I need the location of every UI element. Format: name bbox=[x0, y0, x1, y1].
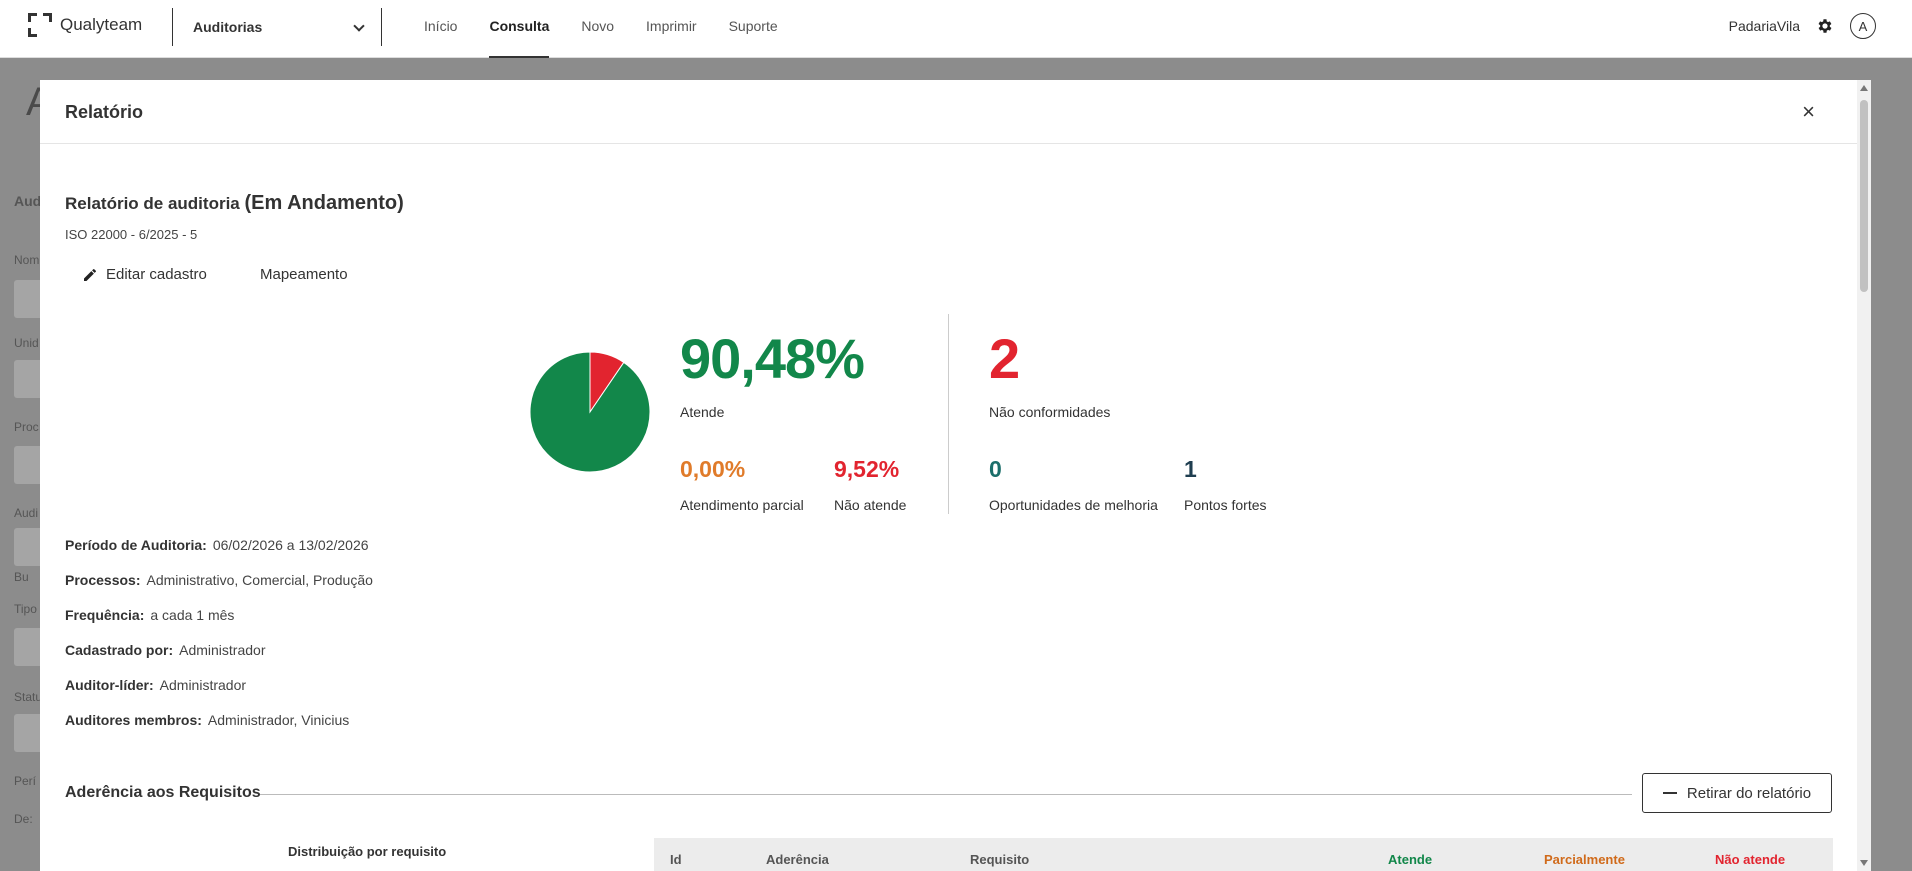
remove-from-report-button[interactable]: Retirar do relatório bbox=[1642, 773, 1832, 813]
remove-from-report-label: Retirar do relatório bbox=[1686, 784, 1812, 802]
info-registered-by: Cadastrado por: Administrador bbox=[65, 642, 266, 658]
close-icon[interactable]: × bbox=[1802, 99, 1815, 124]
info-audit-period: Período de Auditoria: 06/02/2026 a 13/02/… bbox=[65, 537, 369, 553]
background-input bbox=[14, 528, 44, 566]
background-label: Proc bbox=[14, 420, 39, 434]
modal-scrollbar[interactable] bbox=[1857, 80, 1871, 871]
section-divider bbox=[260, 794, 1632, 795]
background-label: Tipo bbox=[14, 602, 37, 616]
report-subtitle: ISO 22000 - 6/2025 - 5 bbox=[65, 227, 198, 242]
nav-link-consulta[interactable]: Consulta bbox=[473, 0, 565, 58]
column-header-atende[interactable]: Atende bbox=[1388, 852, 1433, 867]
nonconformities-count: 2 bbox=[989, 327, 1021, 390]
distribution-title: Distribuição por requisito bbox=[288, 844, 447, 859]
background-input bbox=[14, 280, 44, 318]
nav-link-novo[interactable]: Novo bbox=[581, 18, 615, 34]
parcial-percentage: 0,00% bbox=[680, 456, 746, 482]
report-status: (Em Andamento) bbox=[244, 192, 404, 214]
info-processes: Processos: Administrativo, Comercial, Pro… bbox=[65, 572, 373, 588]
pie-slice-atende bbox=[529, 351, 651, 473]
stats-divider bbox=[948, 314, 949, 514]
requirements-table-header: Id Aderência Requisito Atende Parcialmen… bbox=[654, 838, 1833, 871]
atende-percentage: 90,48% bbox=[680, 327, 865, 390]
strengths-count: 1 bbox=[1184, 456, 1197, 482]
info-lead-auditor: Auditor-líder: Administrador bbox=[65, 677, 247, 693]
improvement-count: 0 bbox=[989, 456, 1002, 482]
background-label: Statu bbox=[14, 690, 43, 704]
logo[interactable]: Qualyteam bbox=[28, 12, 142, 38]
module-selector-label: Auditorias bbox=[193, 19, 263, 35]
edit-registration-button[interactable]: Editar cadastro bbox=[82, 266, 207, 283]
strengths-label: Pontos fortes bbox=[1184, 497, 1267, 513]
nav-link-suporte[interactable]: Suporte bbox=[728, 18, 778, 34]
column-header-aderencia[interactable]: Aderência bbox=[766, 852, 829, 867]
background-label: Unid bbox=[14, 336, 39, 350]
background-input bbox=[14, 446, 44, 484]
column-header-requisito[interactable]: Requisito bbox=[970, 852, 1030, 867]
logo-text: Qualyteam bbox=[60, 15, 143, 34]
company-name[interactable]: PadariaVila bbox=[1728, 18, 1800, 34]
scroll-up-icon[interactable] bbox=[1860, 85, 1868, 91]
scroll-down-icon[interactable] bbox=[1860, 860, 1868, 866]
background-page: A Aud Nom Unid Proc Audi Bu Tipo Statu P… bbox=[0, 58, 1912, 871]
atende-label: Atende bbox=[680, 404, 725, 420]
nav-right: PadariaVila A bbox=[1729, 0, 1876, 52]
background-input bbox=[14, 360, 44, 398]
logo-icon bbox=[28, 13, 52, 37]
scrollbar-thumb[interactable] bbox=[1860, 100, 1868, 292]
report-title-text: Relatório de auditoria bbox=[65, 194, 240, 213]
module-selector[interactable]: Auditorias bbox=[172, 8, 382, 46]
background-label: Aud bbox=[14, 193, 42, 209]
mapping-button[interactable]: Mapeamento bbox=[260, 266, 348, 283]
gear-icon[interactable] bbox=[1814, 15, 1836, 37]
edit-registration-label: Editar cadastro bbox=[106, 266, 207, 283]
parcial-label: Atendimento parcial bbox=[680, 497, 804, 513]
nav-link-inicio[interactable]: Início bbox=[424, 18, 458, 34]
background-input bbox=[14, 628, 44, 666]
avatar[interactable]: A bbox=[1850, 13, 1876, 39]
info-auditor-members: Auditores membros: Administrador, Viniciu… bbox=[65, 712, 350, 728]
info-frequency: Frequência: a cada 1 mês bbox=[65, 607, 235, 623]
minus-icon bbox=[1662, 792, 1677, 794]
nonconformities-label: Não conformidades bbox=[989, 404, 1111, 420]
column-header-id[interactable]: Id bbox=[670, 852, 682, 867]
top-navigation: Qualyteam Auditorias Início Consulta Nov… bbox=[0, 0, 1912, 58]
modal-header: Relatório × bbox=[40, 80, 1871, 144]
background-label: Nom bbox=[14, 253, 40, 267]
nao-atende-percentage: 9,52% bbox=[834, 456, 900, 482]
column-header-nao-atende[interactable]: Não atende bbox=[1715, 852, 1786, 867]
column-header-parcialmente[interactable]: Parcialmente bbox=[1544, 852, 1625, 867]
modal-title: Relatório bbox=[65, 102, 144, 122]
background-label: Perí bbox=[14, 774, 37, 788]
section-title: Aderência aos Requisitos bbox=[65, 784, 261, 801]
background-label: Bu bbox=[14, 570, 29, 584]
improvement-label: Oportunidades de melhoria bbox=[989, 497, 1158, 513]
background-label: Audi bbox=[14, 506, 39, 520]
background-input bbox=[14, 714, 44, 752]
report-modal: Relatório × Relatório de auditoria (Em A… bbox=[40, 80, 1871, 871]
background-label: De: bbox=[14, 812, 33, 826]
chevron-down-icon bbox=[353, 20, 365, 32]
adherence-pie-chart bbox=[529, 351, 651, 473]
pencil-icon bbox=[84, 268, 96, 281]
report-title: Relatório de auditoria (Em Andamento) bbox=[65, 192, 404, 215]
nav-links: Início Consulta Novo Imprimir Suporte bbox=[408, 0, 794, 58]
nao-atende-label: Não atende bbox=[834, 497, 907, 513]
nav-link-imprimir[interactable]: Imprimir bbox=[646, 18, 697, 34]
